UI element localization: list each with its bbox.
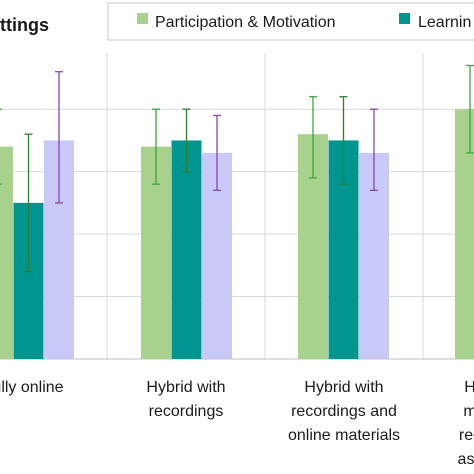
chart-title: ttings	[0, 15, 49, 35]
error-bar-s1-c0	[24, 133, 33, 273]
bar-s0-c3	[455, 109, 474, 360]
legend-box	[107, 2, 474, 41]
bar-s1-c1	[171, 140, 202, 359]
legend-label-learning: Learnin	[418, 14, 471, 31]
error-bar-s0-c3	[466, 64, 474, 154]
category-label-3: Hmrecass	[458, 379, 474, 468]
legend-label-participation: Participation & Motivation	[155, 14, 336, 31]
gridlines	[0, 53, 474, 360]
error-bar-s0-c0	[0, 108, 2, 185]
category-label-0: ully online	[0, 379, 64, 396]
error-bar-s0-c1	[152, 108, 160, 185]
legend: Participation & Motivation Learnin	[107, 2, 474, 41]
legend-swatch-learning	[399, 13, 410, 24]
error-bar-s1-c2	[339, 96, 348, 185]
error-bar-s1-c1	[182, 108, 191, 173]
error-bar-s2-c0	[55, 71, 63, 204]
legend-swatch-participation	[137, 13, 148, 24]
category-label-1: Hybrid with recordings	[146, 379, 225, 420]
error-bars	[0, 64, 474, 273]
error-bar-s2-c1	[213, 114, 221, 192]
bar-s0-c0	[0, 146, 13, 359]
error-bar-s0-c2	[309, 96, 317, 179]
error-bar-s2-c2	[370, 108, 378, 192]
category-label-2: Hybrid with recordings and online material…	[288, 379, 400, 444]
